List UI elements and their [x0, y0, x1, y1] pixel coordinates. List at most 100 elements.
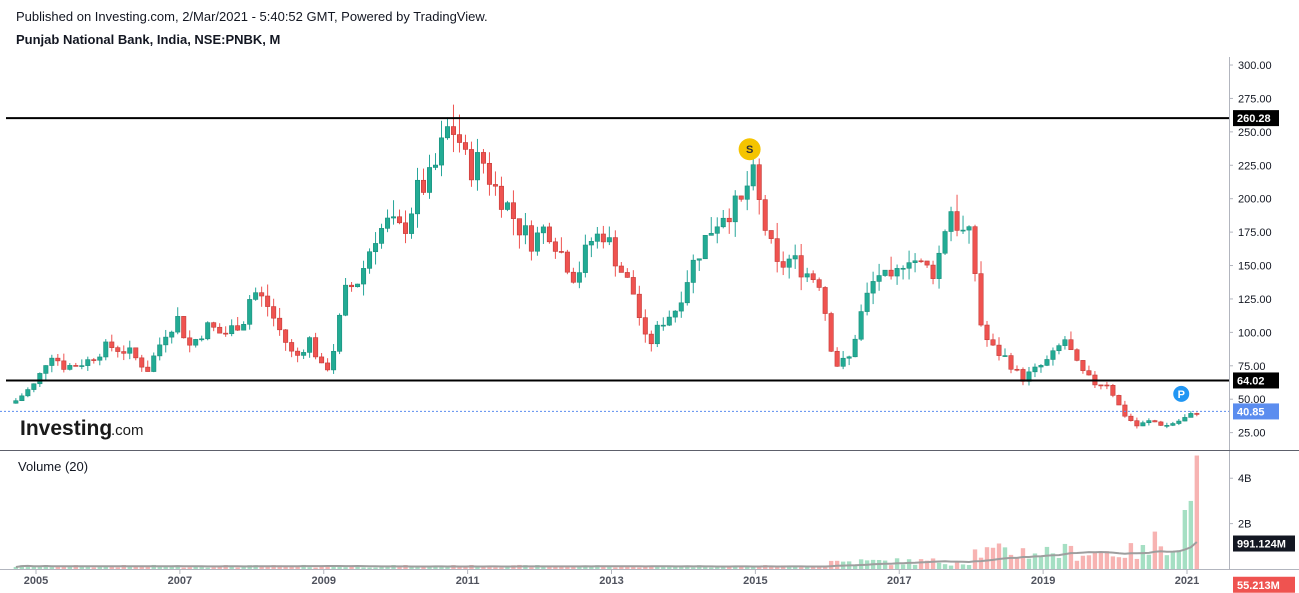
candle-body: [1152, 420, 1158, 423]
candle-body: [966, 226, 972, 231]
candle-body: [229, 325, 235, 335]
volume-bar: [139, 565, 144, 569]
volume-bar: [1020, 548, 1026, 569]
volume-bar: [109, 566, 114, 569]
candle-body: [115, 347, 121, 352]
candle-body: [822, 287, 828, 314]
candle-body: [888, 269, 894, 277]
candle-body: [714, 226, 720, 234]
candle-body: [1122, 404, 1128, 417]
price-tick-label: 225.00: [1238, 160, 1272, 172]
candle-body: [924, 260, 930, 266]
event-markers[interactable]: SP: [738, 138, 1190, 402]
candle-body: [960, 229, 966, 232]
volume-label: 991.124M: [1237, 539, 1286, 551]
horizontal-lines[interactable]: [6, 117, 1229, 382]
volume-bar: [349, 566, 354, 569]
candle-body: [1170, 423, 1176, 426]
candle-body: [852, 338, 858, 358]
volume-bar: [379, 567, 384, 569]
candle-body: [558, 251, 564, 253]
volume-bar: [1068, 545, 1074, 569]
volume-bar: [1074, 560, 1080, 569]
volume-bar: [205, 567, 210, 569]
symbol-title: Punjab National Bank, India, NSE:PNBK, M: [16, 32, 281, 47]
volume-bar: [499, 567, 504, 569]
volume-bar: [1164, 555, 1170, 569]
candle-body: [67, 365, 73, 370]
volume-bar: [463, 566, 468, 569]
candle-body: [361, 268, 367, 285]
candle-body: [540, 226, 546, 234]
volume-tick-label: 2B: [1238, 519, 1251, 531]
candle-body: [421, 179, 427, 193]
candle-body: [1104, 384, 1110, 387]
candle-body: [277, 317, 283, 331]
volume-bar: [1122, 557, 1128, 569]
volume-bar: [199, 566, 204, 569]
volume-bar: [1044, 546, 1050, 569]
candle-body: [642, 317, 648, 335]
volume-bar: [259, 565, 264, 569]
volume-bar: [337, 566, 342, 569]
candle-body: [181, 316, 187, 339]
volume-bar: [637, 567, 642, 569]
candle-body: [738, 195, 744, 200]
candle-body: [211, 322, 217, 328]
candle-body: [1038, 365, 1044, 368]
volume-bar: [145, 566, 150, 569]
candle-body: [534, 232, 540, 252]
volume-bar: [49, 567, 55, 569]
candle-body: [265, 295, 271, 307]
volume-bar: [631, 565, 636, 569]
candle-body: [486, 162, 492, 185]
volume-bar: [355, 565, 360, 569]
candle-body: [397, 216, 403, 224]
candle-body: [696, 258, 702, 261]
volume-bar: [1026, 558, 1032, 569]
candle-body: [133, 347, 139, 359]
candle-body: [157, 344, 163, 357]
volume-bar: [193, 566, 198, 569]
candle-body: [403, 222, 409, 234]
candle-body: [175, 316, 181, 333]
volume-bar: [804, 567, 810, 569]
volume-bar: [721, 566, 726, 569]
candle-body: [636, 293, 642, 318]
candle-body: [325, 362, 331, 371]
volume-bar: [1092, 552, 1098, 569]
volume-bar: [601, 567, 606, 569]
candle-body: [618, 265, 624, 273]
price-tick-label: 200.00: [1238, 194, 1272, 206]
candle-body: [91, 359, 97, 361]
time-tick-label: 2009: [312, 575, 336, 587]
volume-bar: [409, 567, 414, 569]
candle-body: [582, 244, 588, 273]
volume-bar: [1056, 557, 1062, 569]
volume-bar: [115, 567, 120, 569]
candle-body: [313, 337, 319, 358]
candle-body: [942, 231, 948, 254]
volume-bar: [1032, 553, 1038, 569]
volume-bar: [373, 567, 378, 569]
volume-bar: [283, 566, 288, 569]
time-tick-label: 2019: [1031, 575, 1055, 587]
volume-bar: [163, 566, 168, 569]
candle-body: [906, 262, 912, 269]
candle-body: [858, 311, 864, 340]
volume-bar: [954, 562, 960, 569]
volume-bar: [529, 567, 534, 569]
price-tick-label: 300.00: [1238, 60, 1272, 72]
volume-bar: [427, 566, 432, 569]
candle-body: [786, 258, 792, 268]
volume-bar: [673, 566, 678, 569]
time-tick-label: 2017: [887, 575, 911, 587]
candle-body: [1176, 420, 1182, 424]
volume-bars: [13, 455, 1200, 569]
candle-body: [109, 341, 115, 348]
volume-bar: [972, 549, 978, 569]
volume-bar: [1182, 510, 1188, 569]
volume-bar: [990, 547, 996, 569]
candle-body: [85, 359, 91, 366]
